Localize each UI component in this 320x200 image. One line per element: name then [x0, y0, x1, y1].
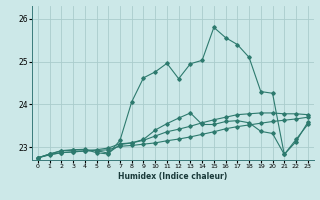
X-axis label: Humidex (Indice chaleur): Humidex (Indice chaleur) — [118, 172, 228, 181]
